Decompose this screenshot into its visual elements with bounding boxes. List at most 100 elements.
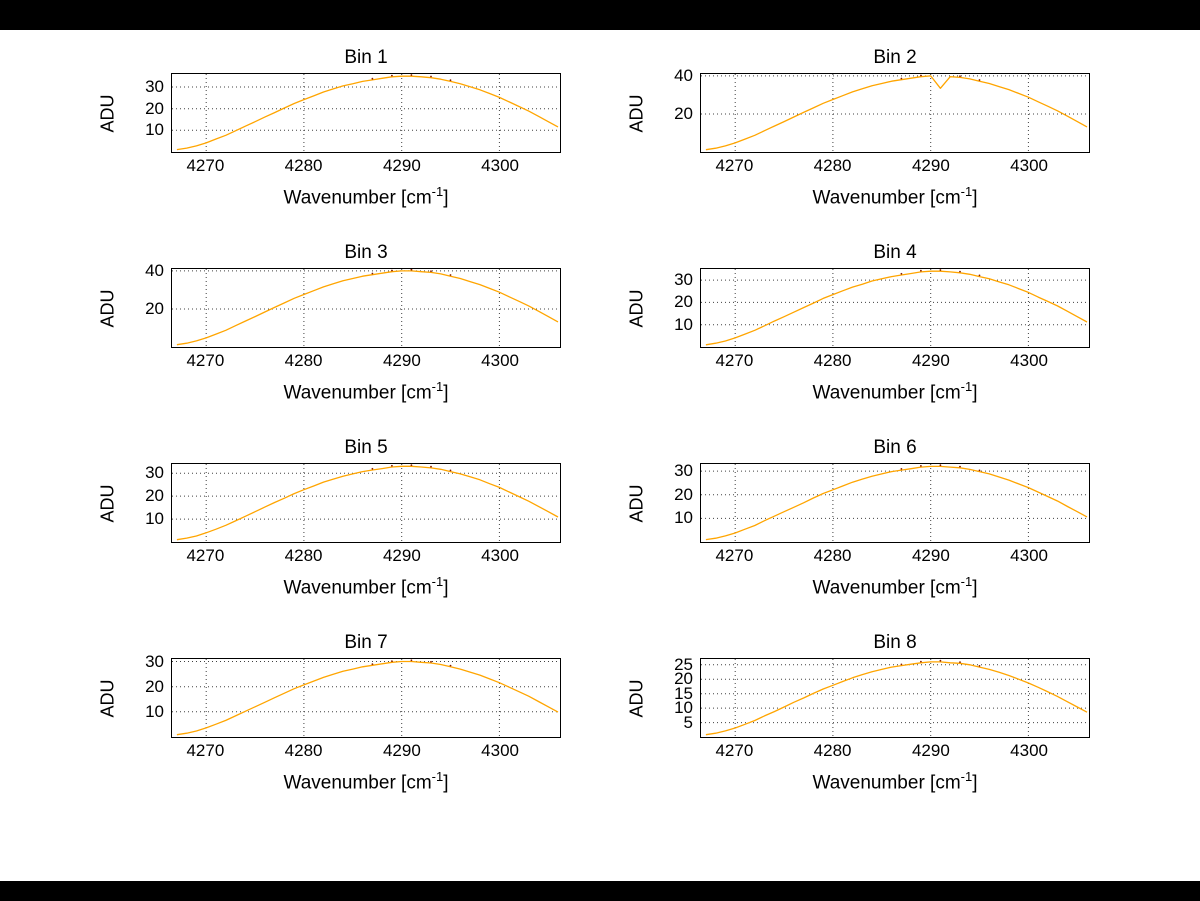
- y-axis-label: ADU: [624, 463, 650, 543]
- x-tick-label: 4270: [186, 741, 225, 760]
- subplot-title: Bin 2: [873, 47, 917, 68]
- plot-canvas: [172, 74, 560, 152]
- x-tick-label: 4290: [911, 741, 950, 760]
- x-tick-label: 4270: [715, 546, 754, 565]
- y-axis-label: ADU: [95, 73, 121, 153]
- subplot-grid: Bin 1 ADU 10 20 30 4270 4280 4290 4300 Wavenu…: [95, 46, 1094, 796]
- x-tick-label: 4290: [382, 156, 421, 175]
- plot-canvas: [701, 269, 1089, 347]
- x-tick-labels: 4270 4280 4290 4300: [700, 738, 1090, 764]
- y-tick-label: 30: [145, 77, 164, 96]
- x-tick-label: 4270: [186, 546, 225, 565]
- x-tick-label: 4280: [284, 156, 323, 175]
- y-tick-labels: 10 20 30: [650, 462, 700, 543]
- y-tick-label: 10: [145, 120, 164, 140]
- x-tick-labels: 4270 4280 4290 4300: [700, 153, 1090, 179]
- subplot-title: Bin 7: [344, 632, 388, 653]
- x-tick-label: 4280: [813, 156, 852, 175]
- subplot: Bin 6 ADU 10 20 30 4270 4280 4290 4300 Wavenu…: [624, 436, 1094, 601]
- x-tick-label: 4280: [813, 546, 852, 565]
- y-axis-label-text: ADU: [97, 93, 118, 133]
- x-tick-label: 4300: [1010, 546, 1049, 565]
- y-tick-label: 20: [674, 484, 693, 504]
- y-tick-label: 10: [674, 698, 693, 718]
- y-tick-label: 20: [145, 676, 164, 696]
- x-axis-label: Wavenumber [cm-1]: [283, 769, 449, 794]
- y-tick-label: 5: [683, 712, 693, 732]
- x-tick-label: 4300: [1010, 156, 1049, 175]
- plot-area: [700, 463, 1090, 543]
- y-tick-label: 40: [145, 260, 164, 280]
- x-tick-labels: 4270 4280 4290 4300: [171, 153, 561, 179]
- x-tick-label: 4270: [186, 351, 225, 370]
- top-black-bar: [0, 0, 1200, 30]
- x-axis-label: Wavenumber [cm-1]: [812, 184, 978, 209]
- subplot: Bin 3 ADU 20 40 4270 4280 4290 4300 Wavenumb…: [95, 241, 565, 406]
- y-tick-label: 10: [674, 508, 693, 528]
- x-tick-label: 4300: [481, 156, 520, 175]
- x-tick-labels: 4270 4280 4290 4300: [171, 348, 561, 374]
- x-tick-label: 4270: [186, 156, 225, 175]
- y-axis-label: ADU: [624, 658, 650, 738]
- plot-area: [171, 658, 561, 738]
- y-tick-label: 15: [674, 683, 693, 703]
- y-tick-label: 10: [145, 701, 164, 721]
- subplot-title: Bin 1: [344, 47, 388, 68]
- plot-canvas: [701, 659, 1089, 737]
- y-tick-labels: 10 20 30: [121, 73, 171, 153]
- subplot: Bin 1 ADU 10 20 30 4270 4280 4290 4300 Wavenu…: [95, 46, 565, 211]
- y-tick-label: 30: [145, 463, 164, 483]
- plot-canvas: [172, 659, 560, 737]
- y-axis-label: ADU: [95, 268, 121, 348]
- x-tick-label: 4290: [911, 546, 950, 565]
- y-tick-label: 20: [674, 103, 693, 123]
- y-axis-label: ADU: [624, 268, 650, 348]
- y-tick-label: 20: [674, 669, 693, 689]
- subplot: Bin 5 ADU 10 20 30 4270 4280 4290 4300 Wavenu…: [95, 436, 565, 601]
- x-axis-label: Wavenumber [cm-1]: [812, 379, 978, 404]
- x-axis-label: Wavenumber [cm-1]: [812, 769, 978, 794]
- x-axis-label: Wavenumber [cm-1]: [283, 379, 449, 404]
- y-axis-label-text: ADU: [97, 288, 118, 328]
- x-tick-label: 4300: [481, 546, 520, 565]
- y-tick-label: 10: [145, 509, 164, 529]
- x-tick-label: 4290: [911, 156, 950, 175]
- subplot: Bin 2 ADU 20 40 4270 4280 4290 4300 Wavenumb…: [624, 46, 1094, 211]
- y-axis-label-text: ADU: [626, 288, 647, 328]
- y-tick-label: 20: [145, 486, 164, 506]
- y-tick-label: 20: [145, 298, 164, 318]
- x-axis-label: Wavenumber [cm-1]: [812, 574, 978, 599]
- plot-area: [171, 463, 561, 543]
- x-tick-label: 4290: [382, 351, 421, 370]
- x-tick-label: 4290: [382, 741, 421, 760]
- x-tick-label: 4300: [1010, 741, 1049, 760]
- y-axis-label-text: ADU: [626, 93, 647, 133]
- y-tick-labels: 20 40: [121, 262, 171, 348]
- x-tick-label: 4280: [284, 741, 323, 760]
- plot-canvas: [172, 464, 560, 542]
- plot-area: [700, 73, 1090, 153]
- x-tick-label: 4280: [813, 741, 852, 760]
- x-tick-label: 4280: [813, 351, 852, 370]
- subplot: Bin 7 ADU 10 20 30 4270 4280 4290 4300 Wavenu…: [95, 631, 565, 796]
- subplot-title: Bin 6: [873, 437, 917, 458]
- y-tick-label: 30: [145, 651, 164, 671]
- x-tick-labels: 4270 4280 4290 4300: [700, 543, 1090, 569]
- subplot-title: Bin 8: [873, 632, 917, 653]
- y-tick-labels: 10 20 30: [650, 268, 700, 348]
- y-tick-label: 40: [674, 65, 693, 85]
- y-axis-label-text: ADU: [626, 678, 647, 718]
- x-axis-label: Wavenumber [cm-1]: [283, 184, 449, 209]
- x-tick-labels: 4270 4280 4290 4300: [171, 543, 561, 569]
- bottom-black-bar: [0, 881, 1200, 901]
- y-tick-labels: 10 20 30: [121, 653, 171, 738]
- subplot-title: Bin 5: [344, 437, 388, 458]
- y-axis-label-text: ADU: [626, 483, 647, 523]
- y-axis-label: ADU: [95, 463, 121, 543]
- y-axis-label: ADU: [624, 73, 650, 153]
- y-tick-labels: 5 10 15 20 25: [650, 656, 700, 738]
- x-tick-label: 4300: [481, 741, 520, 760]
- x-axis-label: Wavenumber [cm-1]: [283, 574, 449, 599]
- subplot-title: Bin 4: [873, 242, 917, 263]
- y-tick-label: 20: [145, 98, 164, 118]
